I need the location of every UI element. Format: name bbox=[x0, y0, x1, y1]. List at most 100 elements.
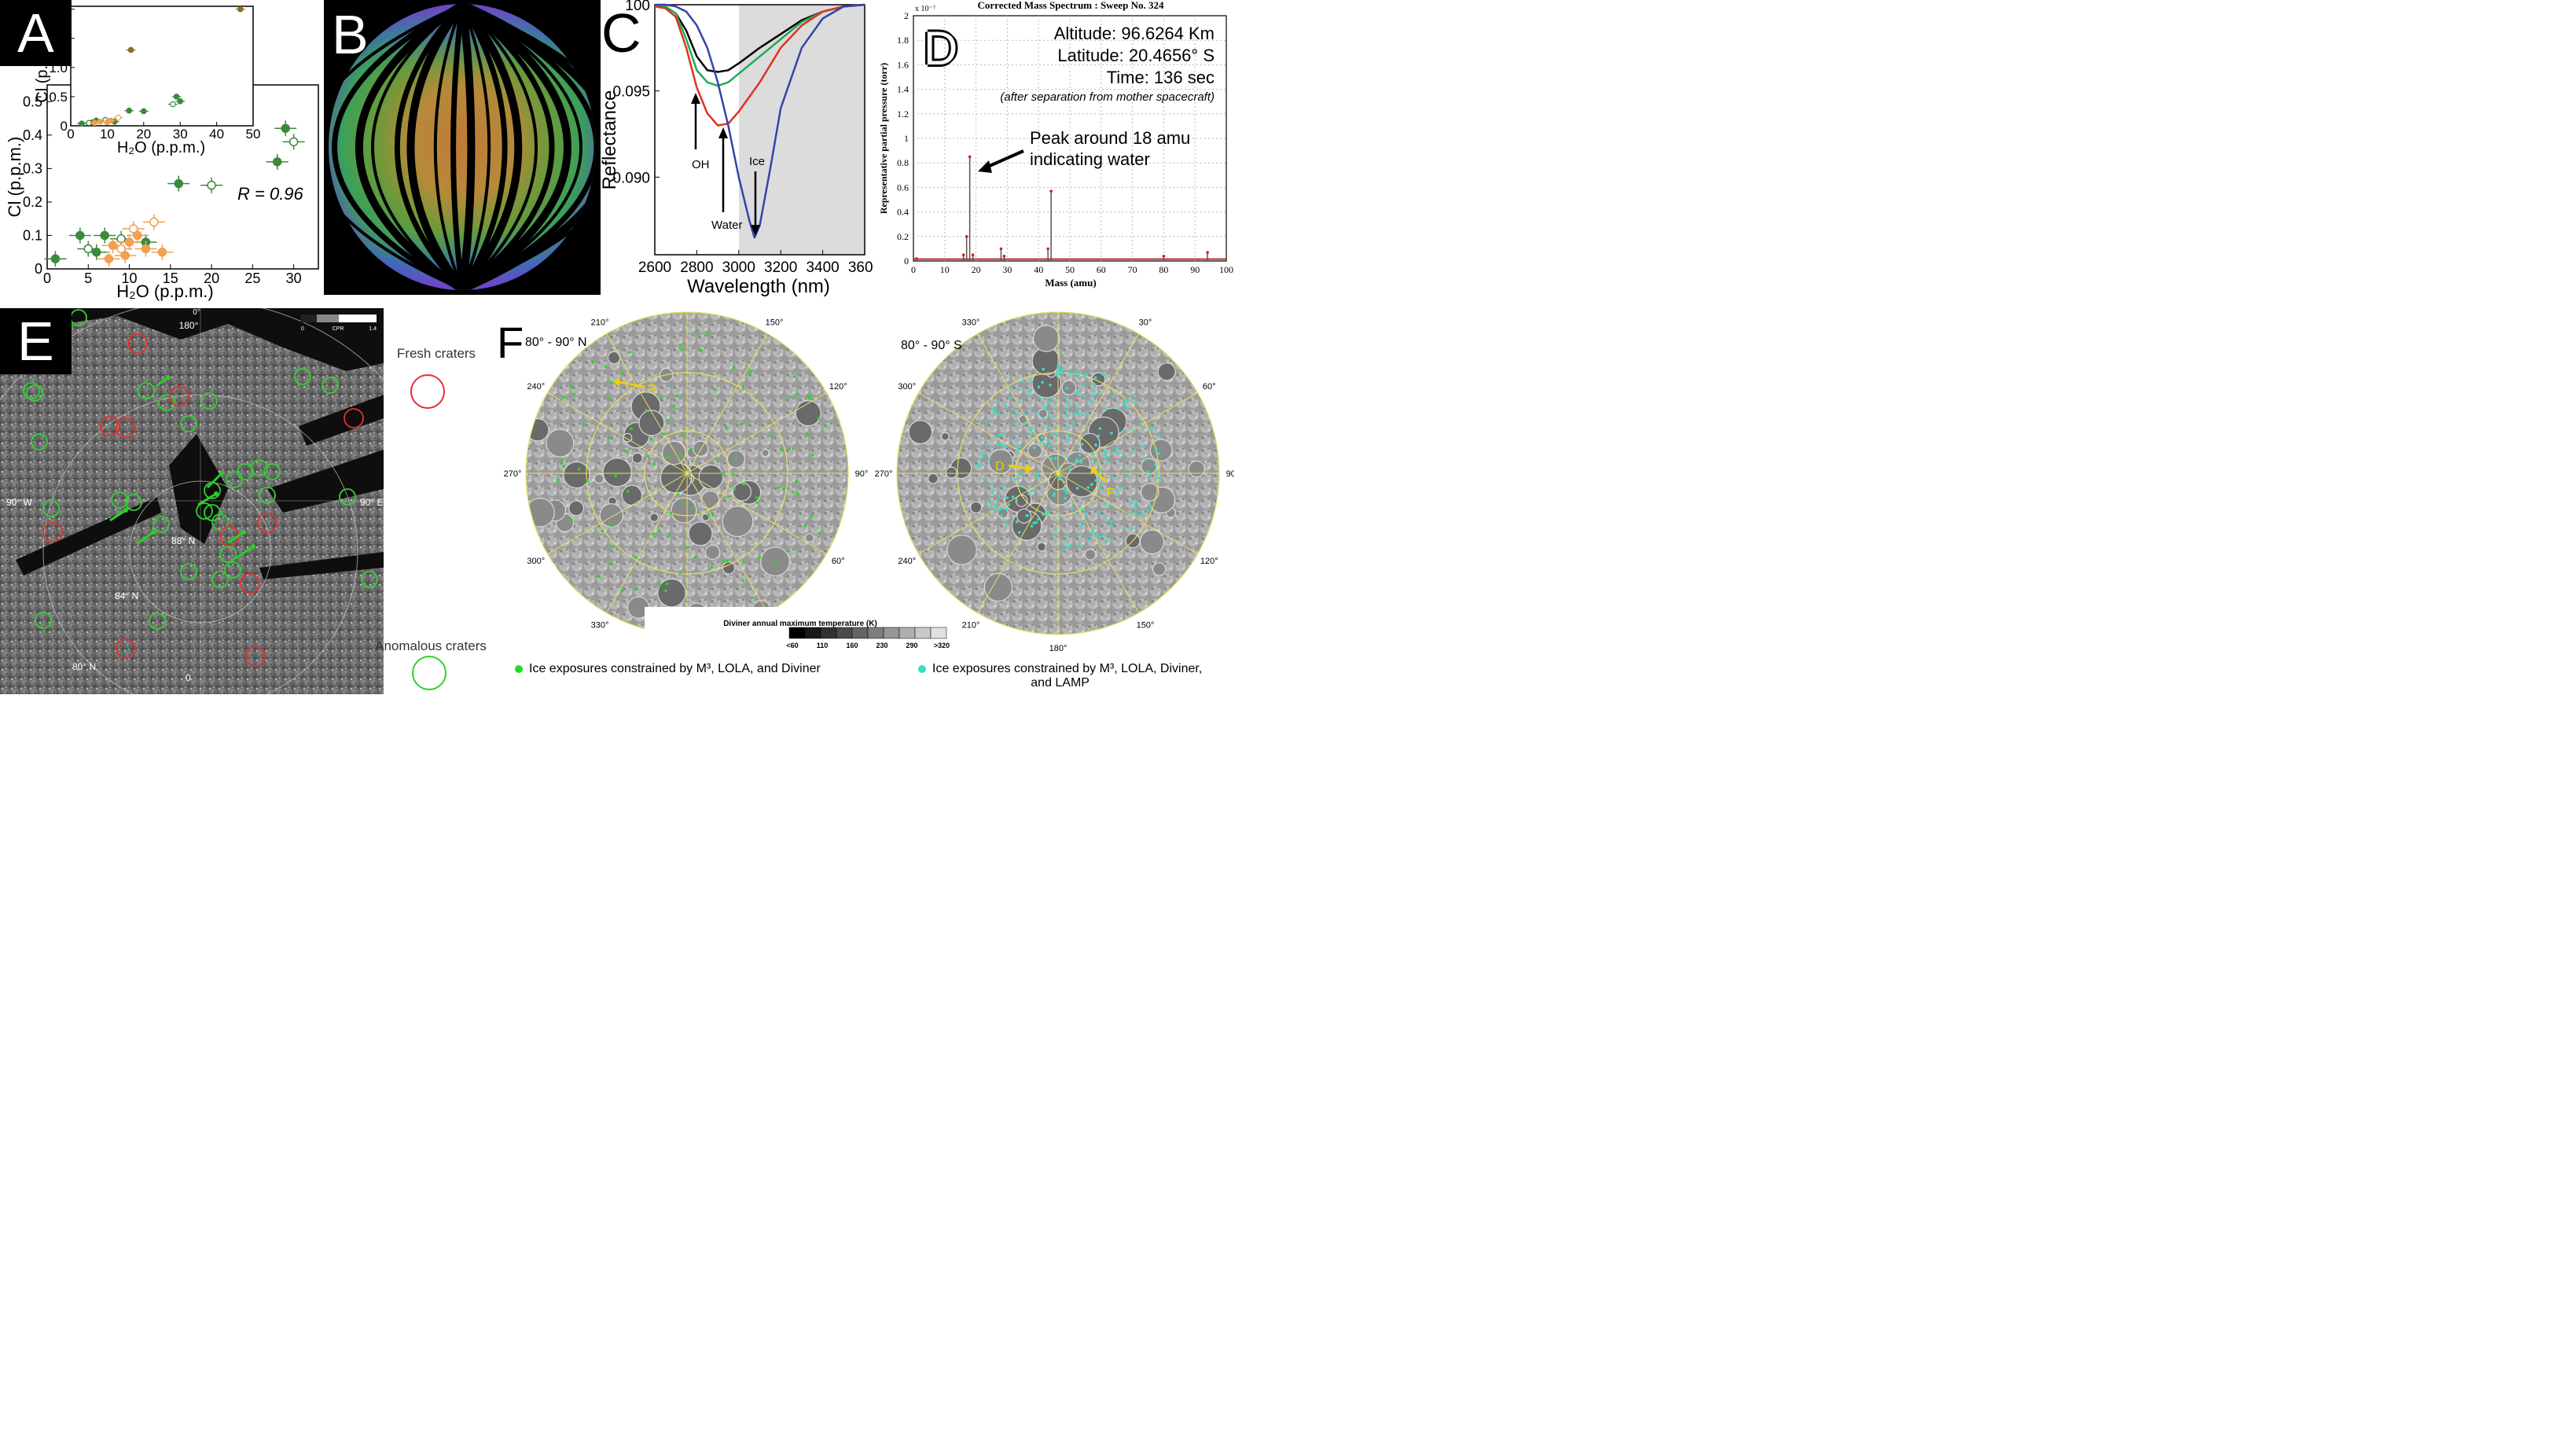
e-lat-80: 80° N bbox=[72, 661, 96, 672]
anomalous-crater-circle bbox=[35, 612, 52, 629]
ice-exposure-dot bbox=[1039, 440, 1043, 444]
a-main-point bbox=[157, 247, 167, 257]
ice-exposure-dot bbox=[1000, 514, 1003, 517]
c-xtick-label: 3400 bbox=[806, 259, 839, 276]
ice-exposure-dot bbox=[652, 462, 656, 465]
ice-exposure-dot bbox=[990, 505, 993, 509]
ice-exposure-dot bbox=[1112, 476, 1115, 480]
ice-exposure-dot bbox=[1077, 505, 1081, 509]
ice-exposure-dot bbox=[1154, 447, 1158, 451]
crater bbox=[1140, 483, 1159, 502]
ice-exposure-dot bbox=[1017, 445, 1021, 449]
ice-exposure-dot bbox=[666, 419, 669, 422]
crater bbox=[804, 533, 814, 543]
crater bbox=[1016, 508, 1032, 524]
ice-exposure-dot bbox=[748, 372, 751, 375]
a-main-ytick-label: 0.4 bbox=[23, 127, 42, 143]
a-inset-point bbox=[126, 107, 133, 114]
a-main-point bbox=[104, 254, 114, 263]
ice-exposure-dot bbox=[1064, 397, 1068, 401]
ice-exposure-dot bbox=[1015, 498, 1018, 502]
anomalous-crater-circle bbox=[211, 571, 229, 588]
ice-exposure-dot bbox=[562, 465, 565, 469]
data-gap-stripe bbox=[406, 4, 465, 290]
ice-exposure-dot bbox=[1014, 411, 1018, 415]
colorbar-cell bbox=[898, 627, 916, 639]
d-ytick-label: 0.4 bbox=[897, 207, 909, 218]
ice-exposure-dot bbox=[1028, 407, 1032, 410]
fresh-crater-circle bbox=[116, 638, 136, 659]
ice-exposure-dot bbox=[1144, 458, 1148, 461]
ice-exposure-dot bbox=[1007, 503, 1011, 506]
ice-exposure-dot bbox=[1030, 380, 1033, 384]
ice-exposure-dot bbox=[1102, 454, 1106, 458]
ice-exposure-dot bbox=[1090, 531, 1094, 535]
ice-exposure-dot bbox=[1000, 506, 1003, 509]
ice-exposure-dot bbox=[1093, 462, 1097, 465]
crater bbox=[732, 482, 752, 502]
longitude-label: 120° bbox=[1200, 557, 1218, 566]
crater bbox=[1188, 460, 1205, 478]
ice-exposure-dot bbox=[981, 454, 985, 457]
green-arrow-head bbox=[219, 471, 224, 476]
ice-exposure-dot bbox=[1068, 545, 1071, 549]
ice-exposure-dot bbox=[1056, 366, 1060, 370]
cpr-min: 0 bbox=[301, 326, 304, 332]
ice-exposure-dot bbox=[1071, 506, 1074, 510]
legend-fresh-craters: Fresh craters bbox=[385, 346, 487, 425]
ice-exposure-dot bbox=[1140, 445, 1143, 449]
ice-exposure-dot bbox=[794, 480, 798, 484]
a-main-ylabel: Cl (p.p.m.) bbox=[5, 137, 24, 218]
curve-blue bbox=[655, 3, 865, 239]
a-inset-point bbox=[141, 108, 147, 115]
ice-exposure-dot bbox=[1014, 477, 1017, 481]
d-peak-point bbox=[915, 257, 918, 260]
ice-exposure-dot bbox=[1048, 401, 1051, 405]
ice-exposure-dot bbox=[994, 435, 998, 439]
ice-exposure-dot bbox=[1022, 413, 1026, 417]
anomalous-crater-circle bbox=[111, 491, 128, 509]
crater bbox=[704, 544, 721, 561]
crater bbox=[546, 428, 575, 458]
ice-exposure-dot bbox=[1154, 471, 1158, 475]
ice-exposure-dot bbox=[1081, 413, 1084, 416]
a-main-ytick-label: 0.2 bbox=[23, 194, 42, 210]
ice-exposure-dot bbox=[1041, 436, 1044, 439]
a-main-point bbox=[108, 241, 118, 250]
a-main-xlabel: H₂O (p.p.m.) bbox=[116, 281, 213, 301]
panel-d: 0 10 20 30 40 50 60 70 80 90 100 0 0.2 0.4 0.6 0.8 1 1.2 1… bbox=[874, 0, 1236, 299]
meridian-line bbox=[1057, 473, 1198, 554]
ice-exposure-dot bbox=[1068, 403, 1071, 407]
ice-exposure-dot bbox=[750, 370, 753, 373]
ice-exposure-dot bbox=[668, 533, 671, 537]
panel-b: B bbox=[324, 0, 601, 295]
d-peak-line1: Peak around 18 amu bbox=[1030, 128, 1190, 148]
a-main-xtick-label: 25 bbox=[244, 270, 260, 286]
ice-exposure-dot bbox=[1120, 486, 1123, 489]
anomalous-crater-circle bbox=[26, 384, 43, 402]
ice-exposure-dot bbox=[562, 395, 565, 399]
marker-r: R bbox=[648, 383, 657, 396]
e-lon-180: 180° bbox=[179, 320, 199, 331]
ice-exposure-dot bbox=[980, 463, 983, 466]
ice-exposure-dot bbox=[792, 491, 796, 494]
crater bbox=[795, 400, 821, 427]
anomalous-crater-circle bbox=[263, 463, 281, 480]
ice-exposure-dot bbox=[1076, 412, 1079, 416]
ice-exposure-dot bbox=[1098, 487, 1102, 491]
colorbar-cell bbox=[836, 627, 853, 639]
ice-exposure-dot bbox=[678, 344, 682, 348]
ice-exposure-dot bbox=[1090, 395, 1093, 398]
ice-exposure-dot bbox=[1021, 485, 1025, 488]
crater bbox=[599, 503, 624, 528]
ice-exposure-dot bbox=[1060, 542, 1064, 546]
moon-globe-image bbox=[329, 4, 596, 290]
ice-exposure-dot bbox=[1044, 407, 1047, 410]
crater bbox=[722, 561, 736, 575]
ice-exposure-dot bbox=[806, 432, 810, 436]
ice-exposure-dot bbox=[1047, 425, 1051, 429]
ice-exposure-dot bbox=[1090, 535, 1093, 539]
green-arrow bbox=[235, 545, 254, 560]
ice-exposure-dot bbox=[1056, 371, 1060, 375]
meridian-line bbox=[977, 473, 1059, 613]
